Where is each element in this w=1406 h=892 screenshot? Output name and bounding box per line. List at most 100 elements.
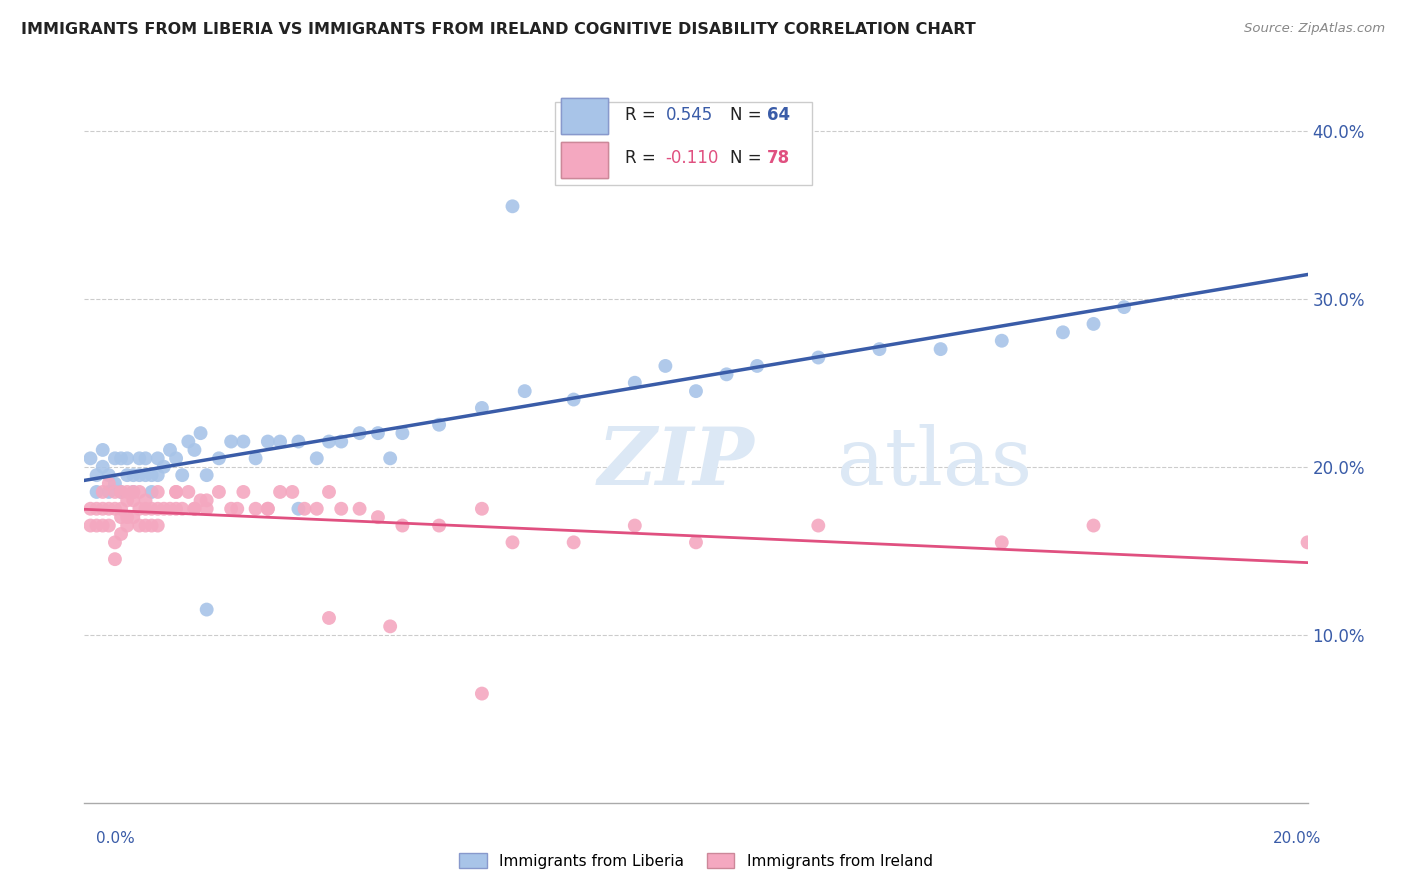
Point bbox=[86, 518, 108, 533]
Point bbox=[190, 426, 212, 441]
Point bbox=[97, 468, 120, 483]
Point bbox=[141, 518, 163, 533]
Point bbox=[146, 485, 169, 500]
Point bbox=[104, 476, 127, 491]
Point bbox=[97, 518, 120, 533]
Text: 0.545: 0.545 bbox=[665, 106, 713, 124]
Point bbox=[349, 426, 371, 441]
Point bbox=[624, 518, 647, 533]
FancyBboxPatch shape bbox=[555, 102, 813, 185]
Point bbox=[86, 485, 108, 500]
Text: 20.0%: 20.0% bbox=[1274, 831, 1322, 846]
Point bbox=[104, 535, 127, 549]
Point bbox=[1114, 300, 1136, 314]
Point bbox=[165, 451, 187, 466]
Point bbox=[1052, 326, 1074, 340]
Text: Source: ZipAtlas.com: Source: ZipAtlas.com bbox=[1244, 22, 1385, 36]
Point bbox=[128, 468, 150, 483]
Point bbox=[929, 342, 952, 356]
Point bbox=[195, 468, 218, 483]
Point bbox=[471, 687, 494, 701]
Point bbox=[115, 468, 138, 483]
Point bbox=[159, 501, 181, 516]
Point bbox=[232, 485, 254, 500]
Point bbox=[122, 485, 145, 500]
Point bbox=[110, 485, 132, 500]
Point bbox=[91, 485, 114, 500]
Text: R =: R = bbox=[626, 106, 661, 124]
Point bbox=[153, 501, 176, 516]
Point bbox=[269, 434, 291, 449]
Point bbox=[128, 518, 150, 533]
Point bbox=[330, 501, 353, 516]
Point bbox=[128, 451, 150, 466]
Point bbox=[115, 485, 138, 500]
Point bbox=[226, 501, 249, 516]
Point bbox=[141, 485, 163, 500]
Point bbox=[287, 501, 309, 516]
Text: 64: 64 bbox=[766, 106, 790, 124]
Point bbox=[122, 493, 145, 508]
Point bbox=[183, 442, 205, 457]
FancyBboxPatch shape bbox=[561, 142, 607, 178]
Point bbox=[104, 451, 127, 466]
Point bbox=[391, 518, 413, 533]
Point bbox=[380, 619, 402, 633]
Point bbox=[91, 501, 114, 516]
Point bbox=[153, 459, 176, 474]
Point bbox=[122, 468, 145, 483]
Point bbox=[208, 485, 231, 500]
Point bbox=[128, 501, 150, 516]
Point bbox=[219, 434, 242, 449]
Point bbox=[79, 518, 101, 533]
Point bbox=[232, 434, 254, 449]
Point bbox=[122, 485, 145, 500]
Point bbox=[991, 334, 1014, 348]
Text: N =: N = bbox=[730, 106, 768, 124]
Point bbox=[195, 501, 218, 516]
Point bbox=[330, 434, 353, 449]
Point bbox=[367, 510, 389, 524]
Point bbox=[685, 384, 707, 398]
Point bbox=[716, 368, 738, 382]
Point bbox=[110, 451, 132, 466]
Text: atlas: atlas bbox=[837, 425, 1032, 502]
Point bbox=[318, 611, 340, 625]
Point bbox=[177, 434, 200, 449]
Point bbox=[318, 434, 340, 449]
Point bbox=[110, 510, 132, 524]
Point bbox=[128, 485, 150, 500]
Point bbox=[195, 493, 218, 508]
Point bbox=[86, 501, 108, 516]
Point bbox=[869, 342, 891, 356]
Point bbox=[257, 501, 280, 516]
Point bbox=[91, 459, 114, 474]
Point bbox=[146, 468, 169, 483]
Point bbox=[208, 451, 231, 466]
FancyBboxPatch shape bbox=[561, 98, 607, 135]
Point bbox=[86, 468, 108, 483]
Point bbox=[305, 451, 328, 466]
Text: 78: 78 bbox=[766, 149, 790, 168]
Point bbox=[110, 501, 132, 516]
Point bbox=[287, 434, 309, 449]
Point bbox=[427, 417, 450, 432]
Point bbox=[391, 426, 413, 441]
Point bbox=[318, 485, 340, 500]
Point bbox=[159, 442, 181, 457]
Point bbox=[104, 485, 127, 500]
Point bbox=[97, 476, 120, 491]
Point bbox=[122, 510, 145, 524]
Point bbox=[135, 518, 157, 533]
Text: ZIP: ZIP bbox=[598, 425, 755, 502]
Point bbox=[79, 501, 101, 516]
Point bbox=[562, 392, 585, 407]
Point bbox=[257, 501, 280, 516]
Point bbox=[991, 535, 1014, 549]
Point bbox=[219, 501, 242, 516]
Point bbox=[190, 493, 212, 508]
Text: IMMIGRANTS FROM LIBERIA VS IMMIGRANTS FROM IRELAND COGNITIVE DISABILITY CORRELAT: IMMIGRANTS FROM LIBERIA VS IMMIGRANTS FR… bbox=[21, 22, 976, 37]
Point bbox=[146, 501, 169, 516]
Point bbox=[807, 518, 830, 533]
Point bbox=[97, 501, 120, 516]
